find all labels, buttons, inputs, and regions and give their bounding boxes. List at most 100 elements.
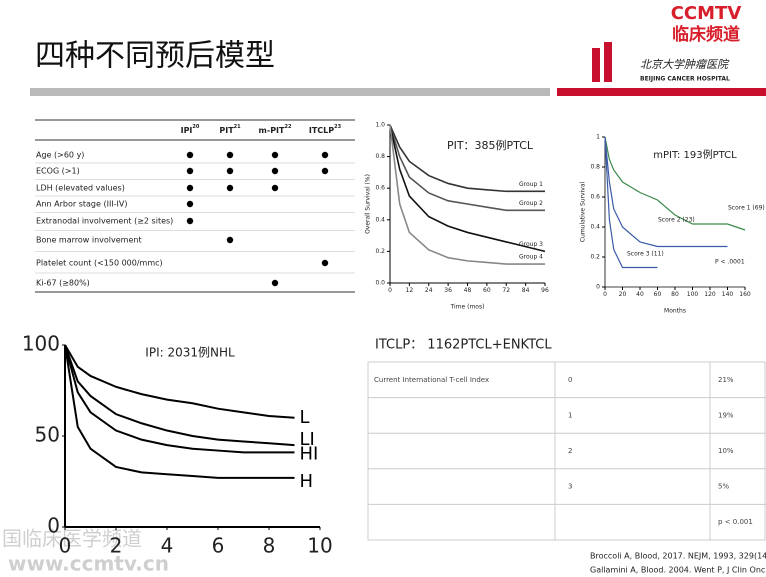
dot — [321, 151, 329, 159]
series-label: Group 4 — [519, 254, 543, 261]
x-tick-label: 96 — [541, 287, 549, 294]
dot — [321, 167, 329, 175]
curve — [64, 344, 295, 419]
x-axis-label: Months — [664, 308, 686, 315]
x-tick-label: 120 — [704, 291, 716, 298]
dot — [271, 151, 279, 159]
series-label: LI — [300, 429, 315, 450]
x-tick-label: 6 — [212, 534, 225, 558]
x-tick-label: 12 — [406, 287, 414, 294]
row-label: LDH (elevated values) — [36, 184, 125, 193]
row-label: Ann Arbor stage (III-IV) — [36, 200, 128, 209]
x-tick-label: 0 — [59, 534, 72, 558]
chart-title: mPIT: 193例PTCL — [653, 148, 737, 161]
x-tick-label: 8 — [263, 534, 276, 558]
row-label: ECOG (>1) — [36, 167, 80, 176]
y-tick-label: 1.0 — [375, 122, 385, 129]
column-header: ITCLP23 — [309, 124, 342, 135]
divider — [30, 88, 550, 96]
table-cell: 21% — [718, 376, 734, 384]
y-tick-label: 0 — [596, 284, 600, 291]
brand-sub: 临床频道 — [672, 24, 740, 45]
itclp-title: ITCLP： 1162PTCL+ENKTCL — [375, 338, 552, 353]
y-axis-label: Overall Survival (%) — [365, 174, 372, 234]
x-tick-label: 160 — [739, 291, 751, 298]
chart-title: PIT：385例PTCL — [447, 138, 534, 152]
slide-title: 四种不同预后模型 — [35, 39, 275, 74]
column-name: m-PIT — [259, 126, 285, 135]
y-tick-label: 100 — [22, 332, 60, 356]
y-tick-label: 1 — [596, 134, 600, 141]
dot — [226, 184, 234, 192]
column-name: IPI — [181, 126, 193, 135]
x-tick-label: 24 — [425, 287, 433, 294]
x-tick-label: 60 — [654, 291, 662, 298]
series-label: HI — [300, 443, 319, 464]
x-tick-label: 100 — [687, 291, 699, 298]
row-label: Bone marrow involvement — [36, 236, 142, 245]
table-cell: 3 — [568, 483, 572, 491]
x-tick-label: 20 — [619, 291, 627, 298]
x-tick-label: 4 — [161, 534, 174, 558]
reference: Broccoli A, Blood, 2017. NEJM, 1993, 329… — [590, 552, 766, 561]
y-tick-label: 0.0 — [375, 280, 385, 287]
row-label: Ki-67 (≥80%) — [36, 279, 90, 288]
table-cell: 10% — [718, 447, 734, 455]
column-header: PIT21 — [219, 124, 241, 135]
column-header: m-PIT22 — [259, 124, 292, 135]
curve — [389, 124, 545, 265]
divider-red — [557, 88, 766, 96]
series-label: Score 2 (23) — [658, 217, 695, 224]
annotation: P < .0001 — [715, 259, 745, 266]
x-tick-label: 60 — [483, 287, 491, 294]
curve — [389, 124, 545, 193]
column-ref: 22 — [284, 124, 291, 130]
brand: CCMTV — [671, 3, 742, 24]
series-label: Score 1 (69) — [728, 205, 765, 212]
y-tick-label: 0 — [47, 514, 60, 538]
dot — [186, 167, 194, 175]
table-cell: 1 — [568, 411, 572, 419]
series-label: Score 3 (11) — [627, 251, 664, 258]
x-tick-label: 36 — [444, 287, 452, 294]
table-cell: 5% — [718, 483, 729, 491]
x-tick-label: 72 — [502, 287, 510, 294]
x-tick-label: 140 — [722, 291, 734, 298]
table-cell: p < 0.001 — [718, 518, 753, 526]
column-name: ITCLP — [309, 126, 334, 135]
y-tick-label: 0.4 — [590, 224, 600, 231]
logo-bar — [604, 42, 612, 82]
series-label: Group 3 — [519, 241, 543, 248]
row-label: Extranodal involvement (≥2 sites) — [36, 217, 173, 226]
series-label: H — [300, 471, 314, 492]
x-tick-label: 2 — [110, 534, 123, 558]
row-label: Age (>60 y) — [36, 151, 84, 160]
dot — [226, 151, 234, 159]
dot — [186, 151, 194, 159]
y-tick-label: 0.8 — [590, 164, 600, 171]
column-name: PIT — [219, 126, 234, 135]
y-tick-label: 0.8 — [375, 153, 385, 160]
y-tick-label: 0.2 — [375, 248, 385, 255]
curve — [64, 344, 295, 479]
x-tick-label: 0 — [388, 287, 392, 294]
chart-title: IPI: 2031例NHL — [145, 346, 235, 360]
dot — [186, 200, 194, 208]
x-tick-label: 0 — [603, 291, 607, 298]
dot — [226, 167, 234, 175]
watermark: www.ccmtv.cn — [8, 552, 169, 576]
table-cell: Current International T-cell Index — [374, 376, 489, 384]
x-axis-label: Time (mos) — [450, 304, 485, 311]
x-tick-label: 84 — [522, 287, 530, 294]
hospital-en: BEIJING CANCER HOSPITAL — [640, 76, 730, 83]
hospital-cn: 北京大学肿瘤医院 — [640, 58, 730, 71]
dot — [321, 259, 329, 267]
y-tick-label: 0.4 — [375, 216, 385, 223]
row-label: Platelet count (<150 000/mmc) — [36, 259, 163, 268]
column-header: IPI20 — [181, 124, 200, 135]
y-tick-label: 50 — [35, 423, 60, 447]
y-tick-label: 0.6 — [375, 185, 385, 192]
table-cell: 2 — [568, 447, 572, 455]
